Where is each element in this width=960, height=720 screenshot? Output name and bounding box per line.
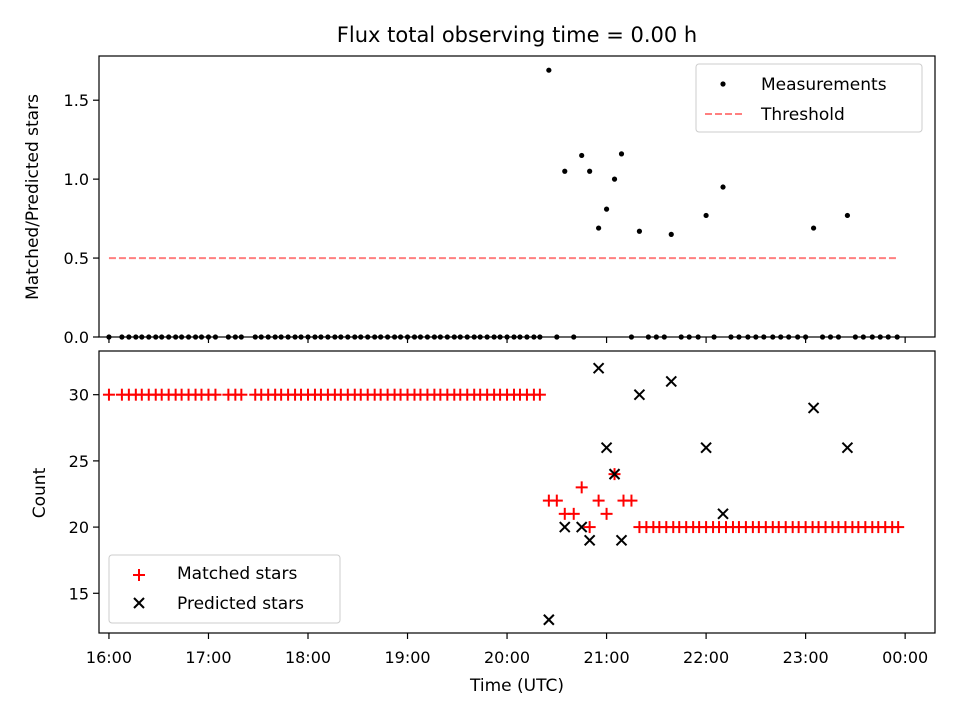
predicted-star-marker (543, 614, 555, 626)
measurement-point (596, 225, 602, 231)
bottom-x-axis-label: Time (UTC) (469, 676, 564, 696)
measurement-point (636, 228, 643, 234)
legend-marker-matched-stars (133, 569, 145, 581)
measurement-point (703, 212, 709, 219)
bottom-marks (102, 362, 905, 626)
top-y-tick-label: 1.5 (64, 91, 89, 110)
measurement-point (579, 152, 585, 159)
predicted-star-marker (633, 388, 646, 401)
predicted-star-marker (807, 402, 820, 414)
legend-label-matched-stars: Matched stars (177, 564, 297, 584)
top-y-tick-label: 0.0 (64, 328, 89, 347)
predicted-star-marker (615, 534, 628, 547)
bottom-y-tick-label: 25 (69, 452, 89, 471)
bottom-y-tick-label: 20 (69, 518, 89, 537)
measurement-point (562, 168, 568, 174)
legend-marker-measurements (720, 81, 726, 87)
predicted-star-marker (575, 521, 588, 533)
top-y-axis-label: Matched/Predicted stars (23, 94, 43, 300)
x-tick-label: 22:00 (683, 648, 729, 667)
predicted-star-marker (583, 534, 596, 547)
measurement-point (611, 176, 618, 182)
top-x-ticks (108, 337, 906, 343)
legend-label-predicted-stars: Predicted stars (177, 594, 304, 614)
measurement-point (668, 231, 674, 237)
x-tick-label: 23:00 (783, 648, 829, 667)
top-axes-frame (98, 55, 936, 338)
matched-star-marker (625, 494, 638, 507)
measurement-point (603, 206, 610, 212)
predicted-star-marker (600, 441, 613, 454)
matched-star-marker (592, 494, 605, 507)
predicted-star-marker (592, 362, 605, 374)
bottom-y-tick-label: 30 (69, 386, 89, 405)
x-tick-label: 20:00 (484, 648, 530, 667)
predicted-star-marker (608, 468, 621, 480)
x-tick-label: 18:00 (285, 648, 331, 667)
bottom-y-tick-label: 15 (69, 584, 89, 603)
measurement-point (618, 151, 625, 157)
x-tick-label: 21:00 (584, 648, 630, 667)
bottom-x-ticks: 16:00 17:00 18:00 19:00 20:00 21:00 22:00 23:00… (86, 633, 928, 667)
figure-title: Flux total observing time = 0.00 h (337, 23, 697, 47)
measurement-point (720, 184, 726, 190)
top-panel: 0.0 0.5 1.0 1.5 Matched/Predicted stars Mea… (23, 55, 936, 347)
predicted-star-marker (717, 508, 729, 520)
legend-marker-predicted-stars (133, 597, 145, 609)
top-legend: Measurements Threshold (695, 63, 923, 133)
matched-star-marker (583, 521, 596, 534)
x-tick-label: 17:00 (185, 648, 231, 667)
predicted-star-marker (559, 521, 571, 533)
measurement-point (810, 225, 817, 231)
matched-star-marker (209, 388, 222, 401)
matched-star-marker (102, 388, 115, 401)
bottom-y-ticks: 15 20 25 30 (69, 386, 99, 603)
top-legend-box (695, 63, 923, 133)
matched-star-marker (600, 507, 613, 520)
predicted-star-marker (841, 441, 854, 454)
bottom-axes-frame (98, 350, 936, 634)
x-tick-label: 19:00 (384, 648, 430, 667)
x-tick-label: 16:00 (86, 648, 132, 667)
matched-star-marker (575, 481, 588, 494)
measurement-point (587, 168, 593, 174)
matched-star-marker (892, 521, 905, 534)
top-y-tick-label: 0.5 (64, 249, 89, 268)
bottom-legend-box (108, 554, 341, 624)
predicted-star-marker (665, 375, 677, 388)
matched-star-marker (533, 388, 546, 401)
bottom-panel: 15 20 25 30 16:00 17:00 18:00 19:00 20:00 21:00 2… (30, 350, 936, 696)
measurement-point (844, 212, 851, 219)
top-marks (106, 67, 900, 340)
bottom-y-axis-label: Count (30, 467, 50, 518)
legend-label-threshold: Threshold (760, 105, 845, 125)
predicted-star-marker (700, 441, 712, 454)
matched-star-marker (567, 507, 580, 520)
top-y-ticks: 0.0 0.5 1.0 1.5 (64, 91, 99, 347)
legend-label-measurements: Measurements (761, 75, 887, 95)
matched-star-marker (550, 494, 563, 507)
bottom-legend: Matched stars Predicted stars (108, 554, 341, 624)
matched-star-marker (235, 388, 248, 401)
top-y-tick-label: 1.0 (64, 170, 89, 189)
measurement-point (546, 67, 552, 73)
x-tick-label: 00:00 (882, 648, 928, 667)
